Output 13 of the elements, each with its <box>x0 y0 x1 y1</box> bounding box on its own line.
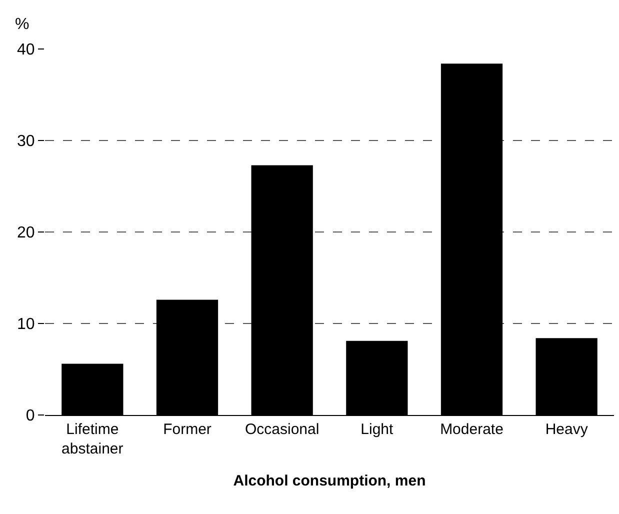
x-tick-label: Moderate <box>440 421 504 438</box>
x-axis-title: Alcohol consumption, men <box>233 472 426 490</box>
y-tick-label: 30 <box>17 133 35 150</box>
x-tick-label: Lifetime abstainer <box>62 421 124 458</box>
x-tick-label: Light <box>360 421 394 438</box>
y-tick-label: 20 <box>17 224 35 242</box>
y-axis-title: % <box>15 16 30 33</box>
x-tick-label: Heavy <box>545 421 588 438</box>
x-tick-label: Former <box>163 421 212 438</box>
y-tick-label: 40 <box>17 42 35 59</box>
y-tick-label: 10 <box>17 316 35 334</box>
x-tick-label: Occasional <box>244 421 320 438</box>
y-tick-label: 0 <box>26 408 35 425</box>
